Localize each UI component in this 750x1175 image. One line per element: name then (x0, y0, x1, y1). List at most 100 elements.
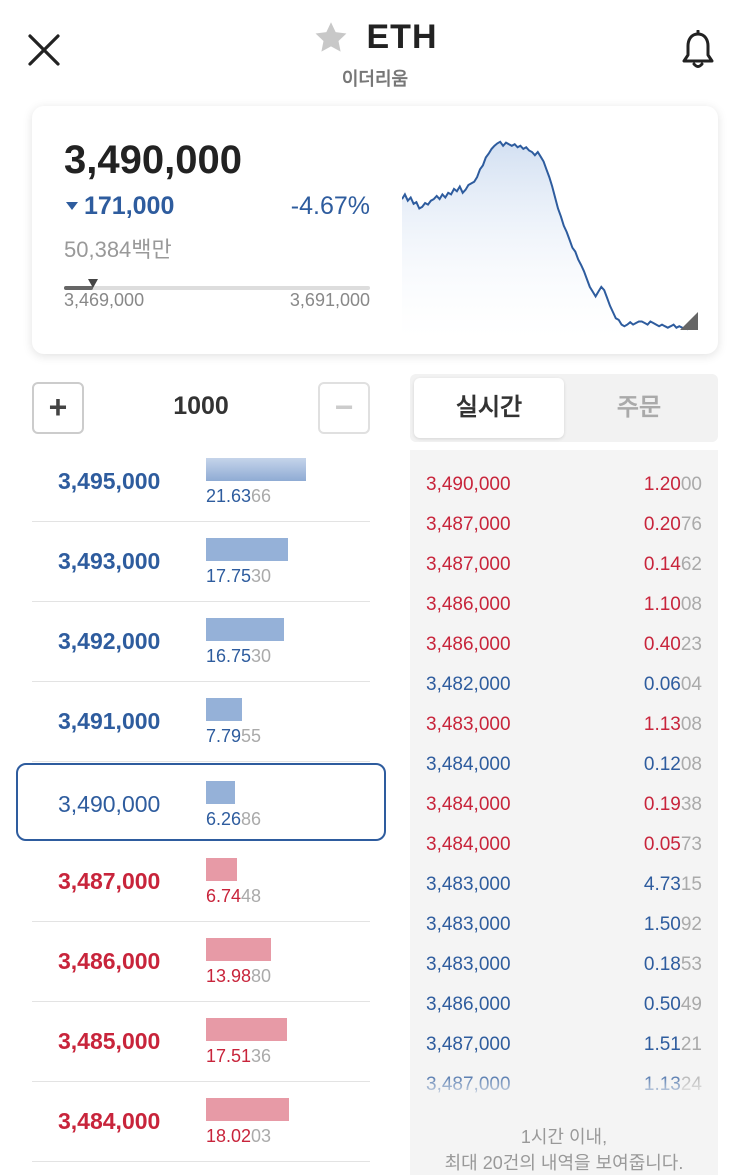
orderbook-volume-bar (206, 458, 306, 481)
tab-order[interactable]: 주문 (616, 394, 662, 421)
quantity-dim: 21 (680, 1034, 702, 1055)
orderbook-price: 3,493,000 (58, 548, 161, 574)
quantity-dim: 23 (680, 634, 702, 655)
trade-row: 3,486,000 0.4023 (410, 626, 718, 666)
orderbook-row[interactable]: 3,487,000 6.7448 (32, 842, 370, 922)
trade-row: 3,484,000 0.1938 (410, 786, 718, 826)
quantity-main: 0.19 (643, 794, 681, 815)
trade-price: 3,484,000 (426, 834, 511, 855)
trade-price: 3,482,000 (426, 674, 511, 695)
quantity-main: 0.18 (643, 954, 681, 975)
trade-row: 3,487,000 0.1462 (410, 546, 718, 586)
range-marker-icon (88, 279, 98, 288)
trades-note-line2: 최대 20건의 내역을 보여줍니다. (444, 1153, 684, 1173)
orderbook-price: 3,495,000 (58, 468, 161, 494)
trade-row: 3,483,000 1.1308 (410, 706, 718, 746)
day-range-bar (64, 279, 370, 290)
price-summary-card[interactable]: 3,490,000 171,000 -4.67% 50,384백만 3,469,… (32, 106, 718, 354)
quantity-dim: 36 (251, 1046, 272, 1066)
quantity-main: 1.10 (643, 594, 681, 615)
orderbook-row[interactable]: 3,491,000 7.7955 (32, 682, 370, 762)
orderbook-quantity: 13.9880 (206, 966, 271, 987)
orderbook-quantity: 17.5136 (206, 1046, 271, 1067)
trade-quantity: 1.5092 (644, 914, 702, 936)
trade-price: 3,486,000 (426, 634, 511, 655)
trade-price: 3,486,000 (426, 594, 511, 615)
quantity-main: 1.20 (643, 474, 681, 495)
trade-quantity: 1.1308 (644, 714, 702, 736)
quantity-main: 0.14 (643, 554, 681, 575)
range-low: 3,469,000 (64, 290, 145, 310)
trade-quantity: 1.5121 (644, 1034, 702, 1056)
orderbook-row[interactable]: 3,493,000 17.7530 (32, 522, 370, 602)
close-icon[interactable] (26, 32, 62, 68)
quantity-main: 17.51 (206, 1046, 252, 1066)
range-high: 3,691,000 (289, 290, 370, 310)
tab-realtime[interactable]: 실시간 (414, 378, 564, 438)
header: ETH 이더리움 (0, 0, 750, 100)
coin-symbol: ETH (366, 18, 438, 56)
orderbook-row[interactable]: 3,492,000 16.7530 (32, 602, 370, 682)
quantity-main: 6.74 (206, 886, 242, 906)
change-value: 171,000 (84, 192, 175, 220)
orderbook-quantity: 6.2686 (206, 809, 261, 830)
quantity-main: 1.51 (643, 1034, 681, 1055)
orderbook-quantity: 17.7530 (206, 566, 271, 587)
quantity-main: 0.50 (643, 994, 681, 1015)
trade-row: 3,486,000 1.1008 (410, 586, 718, 626)
trade-price: 3,484,000 (426, 794, 511, 815)
expand-chart-icon[interactable] (680, 312, 698, 330)
orderbook-volume-bar (206, 781, 235, 804)
trade-quantity: 0.1208 (644, 754, 702, 776)
orderbook-price: 3,484,000 (58, 1108, 161, 1134)
orderbook-row[interactable]: 3,495,000 21.6366 (32, 442, 370, 522)
trade-row: 3,484,000 0.1208 (410, 746, 718, 786)
chart-series-line (402, 140, 689, 331)
title-area: ETH 이더리움 (0, 18, 750, 91)
trade-row: 3,483,000 1.5092 (410, 906, 718, 946)
trade-price: 3,483,000 (426, 874, 511, 895)
orderbook-row[interactable]: 3,486,000 13.9880 (32, 922, 370, 1002)
quantity-main: 16.75 (206, 646, 252, 666)
trade-quantity: 0.0573 (644, 834, 702, 856)
trade-row: 3,483,000 0.1853 (410, 946, 718, 986)
orderbook-row[interactable]: 3,485,000 17.5136 (32, 1002, 370, 1082)
orderbook-price: 3,485,000 (58, 1028, 161, 1054)
orderbook-price: 3,487,000 (58, 868, 161, 894)
orderbook-price: 3,490,000 (58, 791, 161, 817)
quantity-main: 0.06 (643, 674, 681, 695)
quantity-dim: 66 (251, 486, 272, 506)
trade-price: 3,486,000 (426, 994, 511, 1015)
quantity-dim: 38 (680, 794, 702, 815)
trades-note: 1시간 이내, 최대 20건의 내역을 보여줍니다. (410, 1124, 718, 1175)
orderbook-row[interactable]: 3,484,000 18.0203 (32, 1082, 370, 1162)
trade-quantity: 0.1462 (644, 554, 702, 576)
realtime-trade-list[interactable]: 3,490,000 1.2000 3,487,000 0.2076 3,487,000 0… (410, 450, 718, 1175)
quantity-dim: 08 (680, 754, 702, 775)
orderbook-volume-bar (206, 538, 288, 561)
quantity-dim: 92 (680, 914, 702, 935)
bell-icon[interactable] (680, 30, 716, 70)
trade-price: 3,483,000 (426, 714, 511, 735)
minus-button[interactable]: − (318, 382, 370, 434)
trade-quantity: 1.1008 (644, 594, 702, 616)
trade-quantity: 1.2000 (644, 474, 702, 496)
trade-row: 3,484,000 0.0573 (410, 826, 718, 866)
quantity-main: 1.50 (643, 914, 681, 935)
trade-row: 3,487,000 0.2076 (410, 506, 718, 546)
orderbook-current-row[interactable]: 3,490,000 6.2686 (16, 763, 386, 841)
change-row: 171,000 -4.67% (64, 192, 370, 222)
plus-button[interactable]: + (32, 382, 84, 434)
quantity-dim: 73 (680, 834, 702, 855)
trade-volume: 50,384백만 (64, 237, 172, 262)
mini-price-chart[interactable] (402, 130, 702, 340)
trades-note-line1: 1시간 이내, (520, 1127, 608, 1147)
quantity-dim: 80 (251, 966, 272, 986)
change-percent: -4.67% (290, 192, 370, 220)
star-icon[interactable] (313, 20, 349, 56)
orderbook-price: 3,492,000 (58, 628, 161, 654)
orderbook-quantity: 16.7530 (206, 646, 271, 667)
orderbook-volume-bar (206, 618, 284, 641)
trade-price: 3,487,000 (426, 514, 511, 535)
quantity-dim: 00 (680, 474, 702, 495)
